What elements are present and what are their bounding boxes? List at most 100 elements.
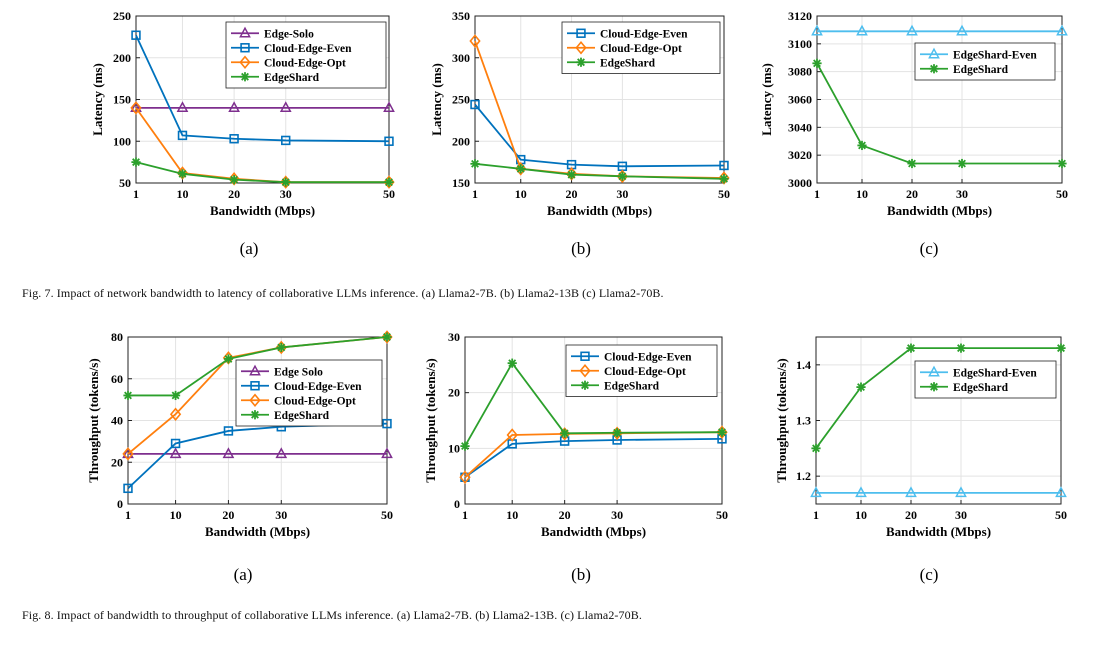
legend-marker <box>249 364 261 376</box>
y-tick-label: 150 <box>113 93 131 107</box>
x-tick-label: 50 <box>1055 508 1067 522</box>
data-point <box>1057 158 1067 169</box>
data-point <box>611 426 623 441</box>
data-point <box>130 101 142 113</box>
data-point <box>275 447 288 459</box>
data-point <box>470 159 480 169</box>
x-tick-label: 1 <box>462 508 468 522</box>
data-point <box>811 24 823 36</box>
y-tick-label: 40 <box>111 414 123 428</box>
legend-marker <box>249 393 261 408</box>
series-cloud-edge-even <box>460 434 727 482</box>
y-tick-label: 300 <box>452 51 470 65</box>
x-axis-label: Bandwidth (Mbps) <box>547 203 652 218</box>
legend-marker <box>580 380 590 390</box>
x-tick-label: 30 <box>280 187 292 201</box>
series-cloud-edge-even <box>123 418 392 494</box>
data-point <box>123 483 133 494</box>
data-point <box>957 158 967 169</box>
data-point <box>228 101 240 113</box>
x-axis-label: Bandwidth (Mbps) <box>541 524 646 539</box>
data-point <box>956 343 966 353</box>
legend-marker <box>250 410 260 420</box>
x-tick-label: 20 <box>566 187 578 201</box>
y-tick-label: 10 <box>448 441 460 455</box>
y-tick-label: 3060 <box>788 93 812 107</box>
x-tick-label: 20 <box>222 508 234 522</box>
y-tick-label: 200 <box>113 51 131 65</box>
legend-marker <box>239 55 251 70</box>
legend-entry-label: Edge Solo <box>274 366 323 378</box>
x-tick-label: 50 <box>718 187 730 201</box>
legend-entry-label: EdgeShard <box>600 57 656 69</box>
data-point <box>382 418 392 429</box>
series-line <box>464 437 723 479</box>
panel-sublabel: (a) <box>240 239 259 258</box>
data-point <box>719 160 729 171</box>
x-tick-label: 1 <box>814 187 820 201</box>
data-point <box>907 158 917 169</box>
x-tick-label: 1 <box>472 187 478 201</box>
data-point <box>856 382 866 392</box>
series-line <box>135 34 390 143</box>
y-tick-label: 30 <box>448 330 460 344</box>
panel-sublabel: (c) <box>920 239 939 258</box>
y-tick-label: 1.3 <box>796 414 811 428</box>
data-point <box>222 447 235 459</box>
series-cloud-edge-opt <box>459 425 728 485</box>
data-point <box>855 486 867 498</box>
legend-marker <box>929 64 939 74</box>
data-point <box>169 407 182 422</box>
legend-marker <box>250 381 260 391</box>
legend-entry-label: Edge-Solo <box>264 28 314 40</box>
series-edgeshard <box>470 159 729 184</box>
data-point <box>460 441 470 451</box>
data-point <box>617 171 627 181</box>
data-point <box>470 99 480 110</box>
data-point <box>279 101 292 113</box>
series-edge-solo <box>122 447 393 459</box>
data-point <box>506 428 518 442</box>
x-tick-label: 10 <box>856 187 868 201</box>
data-point <box>131 157 141 167</box>
legend: Cloud-Edge-Even Cloud-Edge-Opt EdgeShard <box>561 21 721 74</box>
legend: Cloud-Edge-Even Cloud-Edge-Opt EdgeShard <box>565 344 718 397</box>
data-point <box>717 427 727 437</box>
x-tick-label: 10 <box>855 508 867 522</box>
data-point <box>956 24 968 36</box>
data-point <box>566 170 577 180</box>
fig8-caption: Fig. 8. Impact of bandwidth to throughpu… <box>22 608 642 622</box>
chart-panel-3: 1 10 20 30 50 3000 3020 3040 3060 3080 3100 3120 Ban… <box>759 9 1068 258</box>
y-tick-label: 3120 <box>788 9 812 23</box>
series-edge-solo <box>130 101 395 113</box>
data-point <box>612 428 622 438</box>
y-tick-label: 3000 <box>788 176 812 190</box>
x-tick-label: 50 <box>716 508 728 522</box>
data-point <box>123 390 133 401</box>
legend-marker <box>575 40 587 55</box>
series-line <box>135 161 389 184</box>
series-edgeshard-even <box>810 486 1067 498</box>
x-tick-label: 30 <box>616 187 628 201</box>
legend-entry-label: EdgeShard <box>604 380 660 392</box>
x-tick-label: 20 <box>228 187 240 201</box>
y-tick-label: 250 <box>113 9 131 23</box>
plot-area-frame <box>464 336 723 505</box>
data-point <box>459 470 471 485</box>
y-tick-label: 20 <box>448 386 460 400</box>
data-point <box>1056 343 1066 353</box>
data-point <box>229 134 239 144</box>
legend: Edge Solo Cloud-Edge-Even Cloud-Edge-Opt Ed… <box>235 359 383 427</box>
y-axis-label: Latency (ms) <box>90 63 105 136</box>
y-tick-label: 20 <box>111 455 123 469</box>
legend-entry-label: EdgeShard <box>274 410 330 422</box>
data-point <box>131 30 141 40</box>
data-point <box>811 443 821 453</box>
x-tick-label: 10 <box>515 187 527 201</box>
x-tick-label: 20 <box>906 187 918 201</box>
y-tick-label: 350 <box>452 9 470 23</box>
y-tick-label: 60 <box>111 372 123 386</box>
y-tick-label: 100 <box>113 134 131 148</box>
data-point <box>810 486 822 498</box>
data-point <box>382 332 392 342</box>
